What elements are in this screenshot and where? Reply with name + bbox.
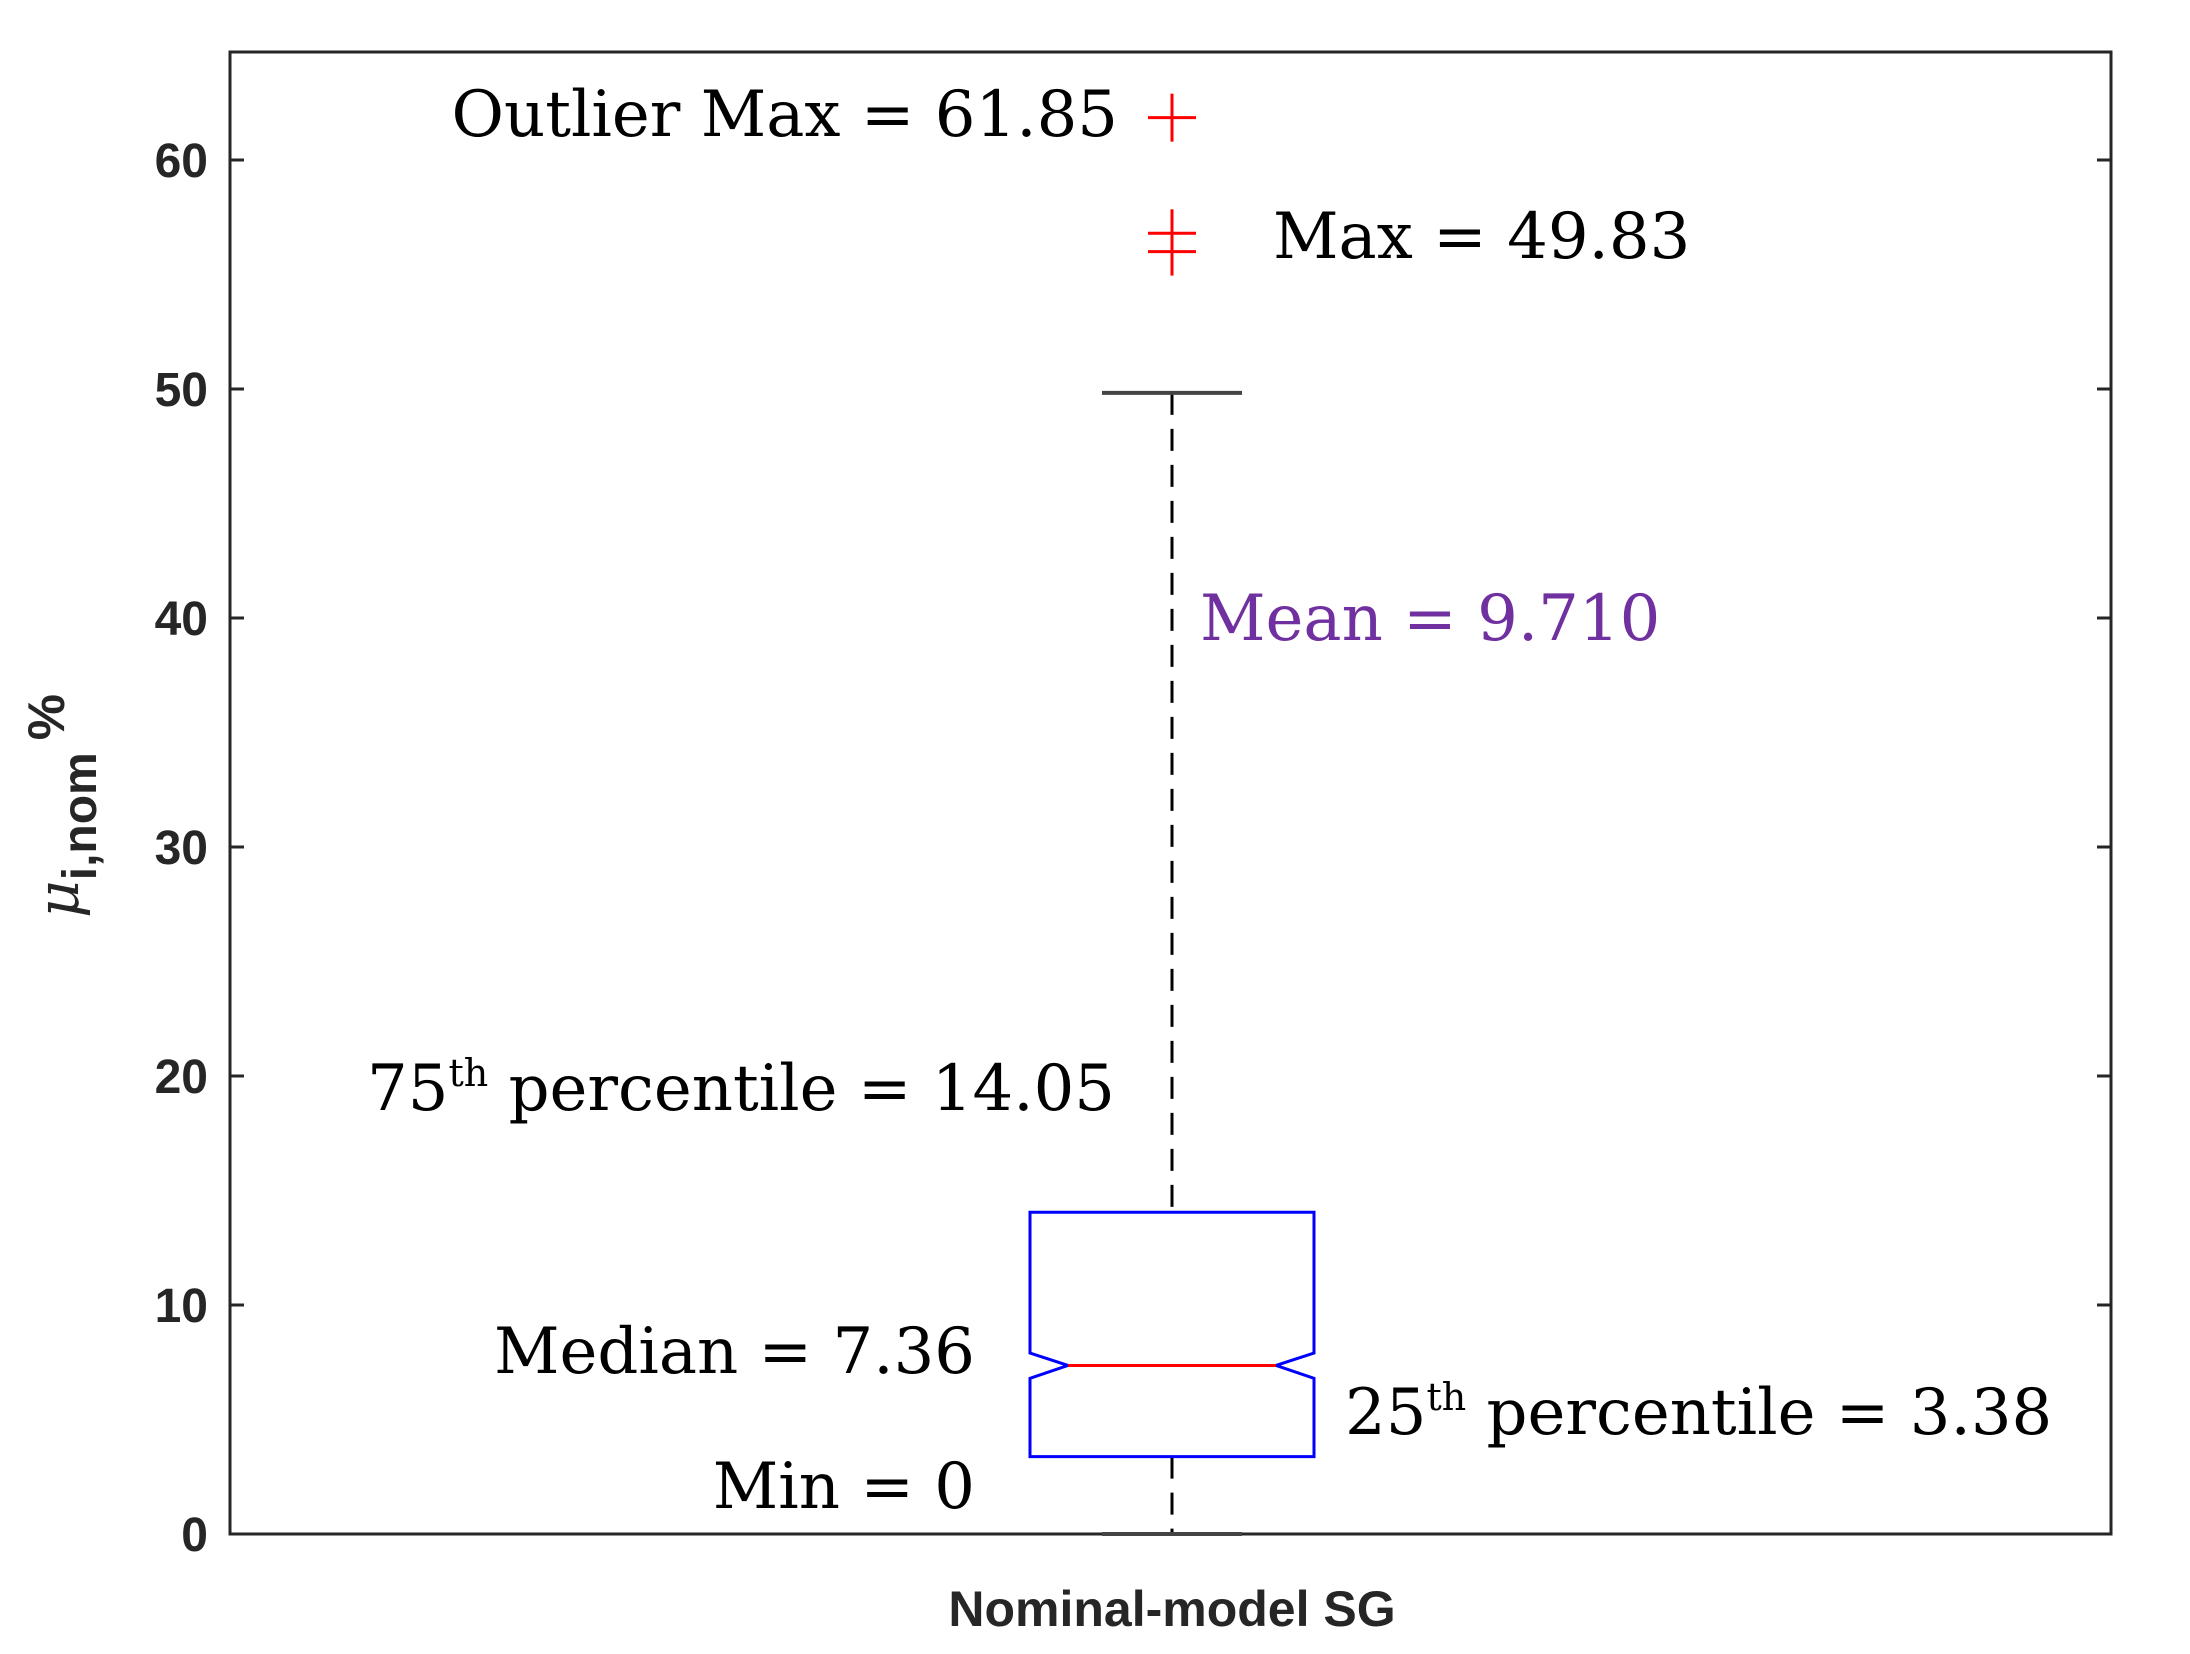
annotation-outlier-max: Outlier Max = 61.85 <box>452 78 1118 152</box>
y-label-subscript: i,nom <box>54 752 107 880</box>
outlier-markers <box>1148 93 1196 276</box>
y-tick-label: 40 <box>155 593 208 646</box>
annotation-max: Max = 49.83 <box>1273 200 1690 274</box>
outlier-point <box>1148 209 1196 258</box>
annotation-75th-percentile: 75th percentile = 14.05 <box>367 1051 1115 1126</box>
p25-text: percentile = 3.38 <box>1466 1376 2052 1450</box>
p75-text: percentile = 14.05 <box>488 1052 1115 1126</box>
y-tick-label: 10 <box>155 1280 208 1333</box>
p75-number: 75 <box>367 1052 448 1126</box>
notched-box <box>1028 1210 1316 1459</box>
annotation-25th-percentile: 25th percentile = 3.38 <box>1345 1375 2052 1450</box>
y-label-unit: % <box>18 694 76 740</box>
p75-superscript: th <box>448 1051 488 1095</box>
y-tick-label: 20 <box>155 1051 208 1104</box>
svg-text:μi,nom%: μi,nom% <box>18 694 107 918</box>
boxplot-series <box>1028 93 1316 1536</box>
y-axis-label: μi,nom% <box>18 694 107 918</box>
annotation-min: Min = 0 <box>713 1450 975 1524</box>
annotation-median: Median = 7.36 <box>494 1315 975 1389</box>
y-tick-label: 50 <box>155 364 208 417</box>
p25-number: 25 <box>1345 1376 1426 1450</box>
x-category-label: Nominal-model SG <box>948 1581 1395 1637</box>
y-tick-label: 0 <box>181 1509 208 1562</box>
y-tick-label: 60 <box>155 135 208 188</box>
annotation-mean: Mean = 9.710 <box>1200 582 1660 656</box>
y-tick-label: 30 <box>155 822 208 875</box>
y-axis-ticks: 0 10 20 30 40 50 60 <box>155 135 2111 1562</box>
outlier-point <box>1148 93 1196 142</box>
p25-superscript: th <box>1426 1375 1466 1419</box>
y-label-symbol: μ <box>24 880 92 918</box>
